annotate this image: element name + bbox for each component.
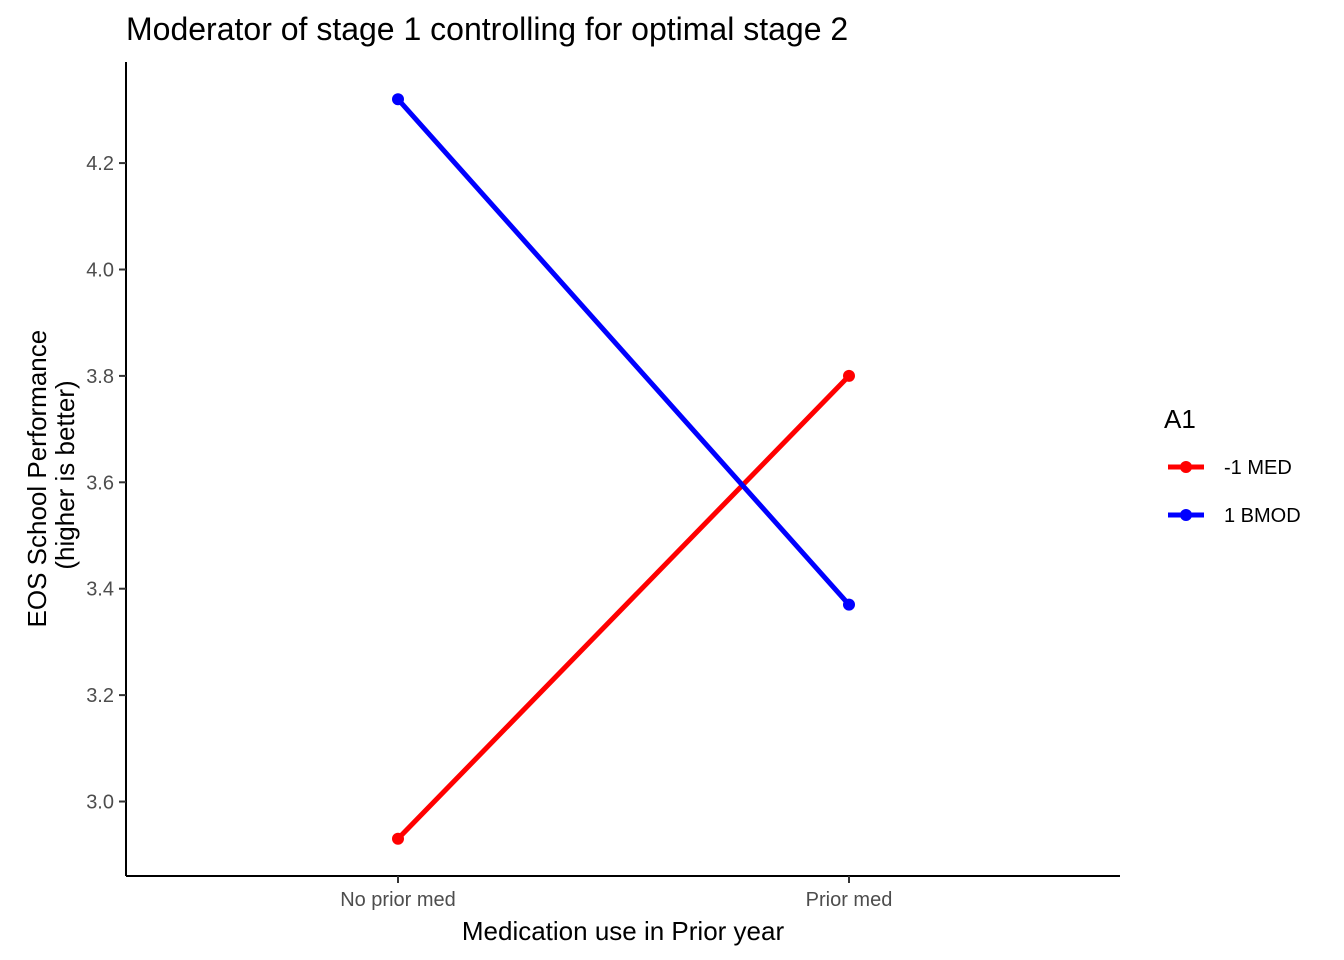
- y-tick-label: 3.0: [86, 792, 114, 814]
- legend-label-1: 1 BMOD: [1224, 505, 1301, 527]
- legend: A1 -1 MED 1 BMOD: [1164, 404, 1301, 527]
- y-tick-label: 3.8: [86, 366, 114, 388]
- series-0-point-0: [392, 832, 404, 845]
- y-tick-label: 3.6: [86, 472, 114, 494]
- series-line-1: [396, 97, 851, 607]
- plot-area: 3.0 3.2 3.4 3.6 3.8 4.0 4.2 No prior med Prior …: [86, 62, 1120, 911]
- series-layer: [392, 93, 855, 845]
- x-tick-label: Prior med: [806, 889, 893, 911]
- y-tick-label: 3.2: [86, 685, 114, 707]
- legend-key-point-0: [1180, 461, 1192, 473]
- x-tick-label: No prior med: [340, 889, 456, 911]
- legend-key-point-1: [1180, 509, 1192, 521]
- chart-title: Moderator of stage 1 controlling for opt…: [126, 11, 848, 47]
- series-1-point-1: [843, 598, 855, 611]
- y-ticks: 3.0 3.2 3.4 3.6 3.8 4.0 4.2: [86, 153, 126, 814]
- x-ticks: No prior med Prior med: [340, 876, 892, 911]
- y-tick-label: 4.2: [86, 153, 114, 175]
- x-axis-title: Medication use in Prior year: [462, 916, 785, 946]
- y-axis-title-line-2: (higher is better): [50, 380, 80, 569]
- legend-label-0: -1 MED: [1224, 457, 1292, 479]
- y-tick-label: 3.4: [86, 579, 114, 601]
- y-axis-title: EOS School Performance (higher is better…: [22, 323, 80, 628]
- series-line-0: [396, 374, 851, 841]
- y-axis-title-line-1: EOS School Performance: [22, 330, 52, 628]
- series-0-point-1: [843, 369, 855, 382]
- legend-title: A1: [1164, 404, 1196, 434]
- legend-items: -1 MED 1 BMOD: [1168, 457, 1301, 527]
- y-tick-label: 4.0: [86, 259, 114, 281]
- series-1-point-0: [392, 93, 404, 106]
